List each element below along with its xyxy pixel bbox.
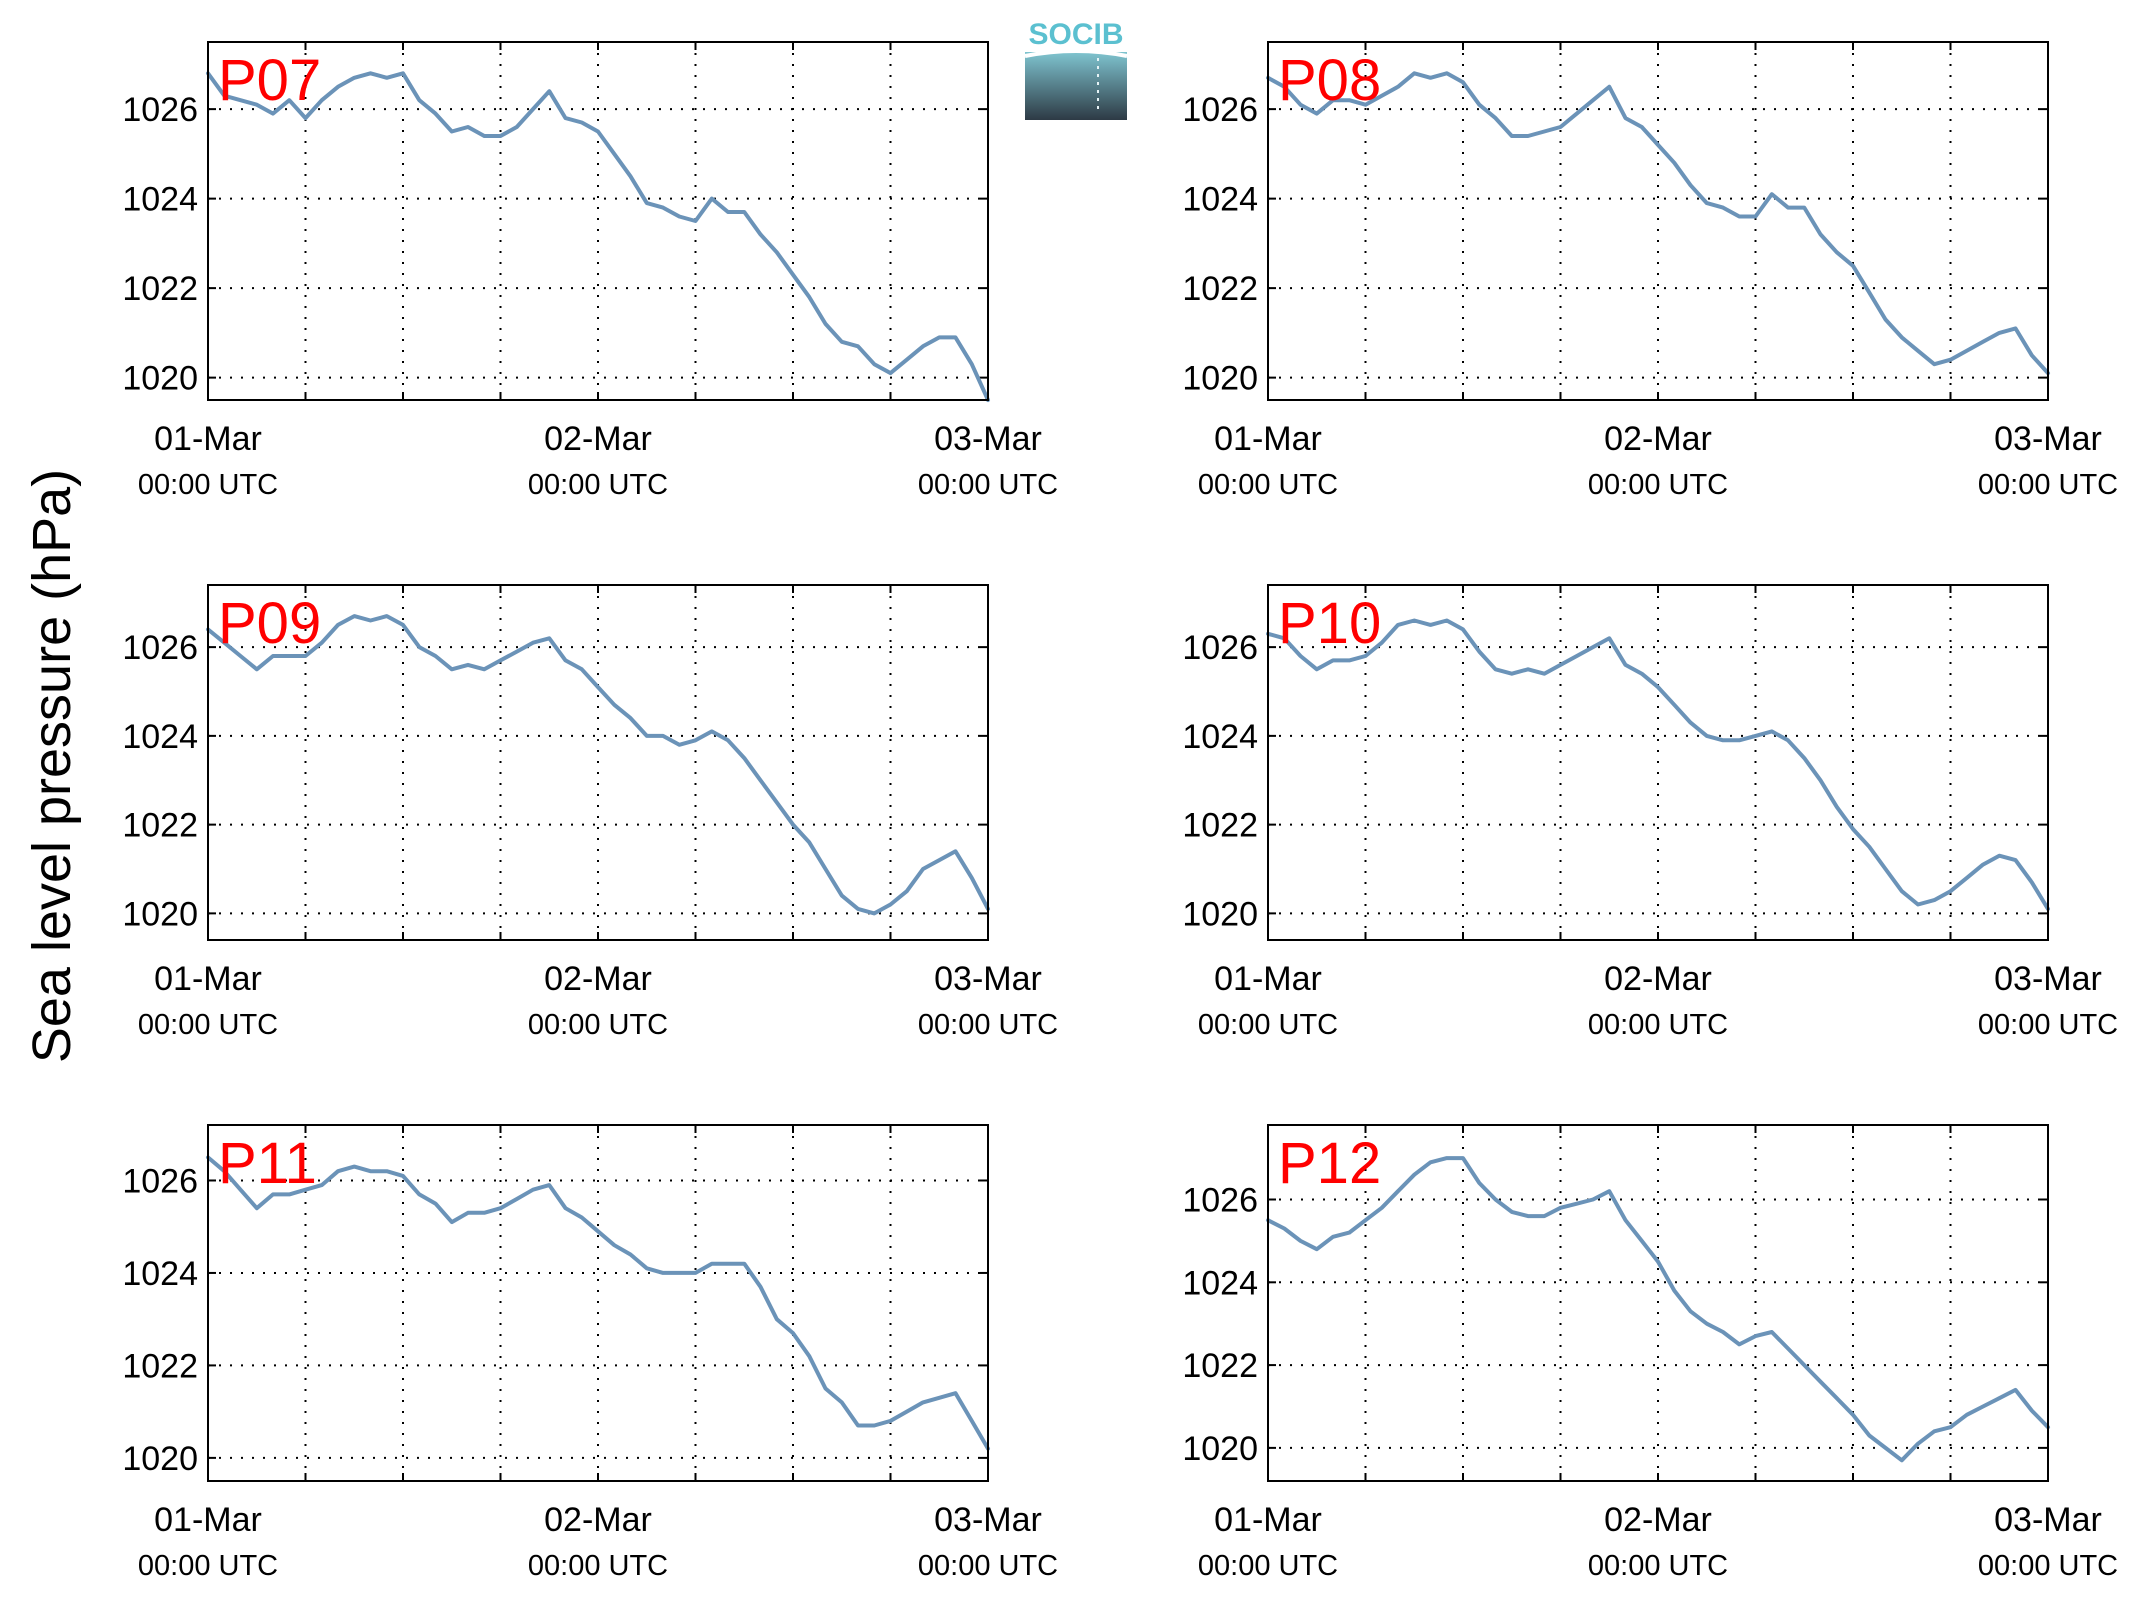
panel-p08: 1020 1022 1024 1026 01-Mar 00:00 UTC 02-Mar 00:… (1182, 41, 2118, 501)
y-tick-label: 1026 (122, 1162, 198, 1200)
socib-logo-wave (1024, 49, 1128, 58)
axes-frame (1267, 584, 2049, 941)
x-tick-label: 03-Mar (1994, 960, 2102, 998)
panel-p12: 1020 1022 1024 1026 01-Mar 00:00 UTC 02-Mar 00:… (1182, 1124, 2118, 1582)
y-tick-label: 1026 (122, 629, 198, 667)
y-tick-label: 1020 (1182, 1430, 1258, 1468)
y-tick-label: 1022 (1182, 1347, 1258, 1385)
y-axis-label: Sea level pressure (hPa) (22, 469, 82, 1063)
axes-frame (1267, 1124, 2049, 1482)
x-tick-sublabel: 00:00 UTC (1198, 469, 1338, 501)
series-line-p08 (1266, 71, 2050, 376)
y-tick-label: 1024 (1182, 718, 1258, 756)
x-tick-label: 02-Mar (1604, 420, 1712, 458)
x-tick-sublabel: 00:00 UTC (138, 1550, 278, 1582)
x-tick-label: 01-Mar (154, 960, 262, 998)
socib-logo: SOCIB (1024, 18, 1128, 120)
x-tick-sublabel: 00:00 UTC (1978, 469, 2118, 501)
x-tick-sublabel: 00:00 UTC (138, 1009, 278, 1041)
y-tick-label: 1020 (1182, 360, 1258, 398)
x-tick-sublabel: 00:00 UTC (528, 1009, 668, 1041)
x-tick-label: 01-Mar (154, 1501, 262, 1539)
x-tick-label: 02-Mar (544, 1501, 652, 1539)
x-tick-sublabel: 00:00 UTC (1198, 1550, 1338, 1582)
panel-label: P07 (218, 48, 321, 113)
x-tick-label: 03-Mar (934, 1501, 1042, 1539)
panels-container: 1020 1022 1024 1026 01-Mar 00:00 UTC 02-Mar 00:… (122, 41, 2118, 1582)
x-tick-label: 02-Mar (544, 420, 652, 458)
panel-label: P11 (218, 1131, 317, 1196)
axes-frame (207, 1124, 989, 1482)
y-tick-label: 1022 (1182, 270, 1258, 308)
x-tick-label: 03-Mar (934, 420, 1042, 458)
x-tick-sublabel: 00:00 UTC (1588, 469, 1728, 501)
series-line-p09 (206, 614, 990, 916)
y-tick-label: 1022 (122, 807, 198, 845)
y-tick-label: 1022 (122, 270, 198, 308)
y-tick-label: 1026 (1182, 1182, 1258, 1220)
x-tick-label: 01-Mar (1214, 420, 1322, 458)
x-tick-sublabel: 00:00 UTC (1978, 1550, 2118, 1582)
series-line-p10 (1266, 618, 2050, 911)
y-tick-label: 1020 (122, 1440, 198, 1478)
series-line-p11 (206, 1155, 990, 1451)
y-tick-label: 1024 (1182, 1264, 1258, 1302)
y-tick-label: 1020 (122, 360, 198, 398)
axes-frame (1267, 41, 2049, 401)
y-tick-label: 1024 (122, 1255, 198, 1293)
x-tick-sublabel: 00:00 UTC (1588, 1550, 1728, 1582)
panel-label: P08 (1278, 48, 1381, 113)
x-tick-label: 03-Mar (1994, 420, 2102, 458)
x-tick-label: 01-Mar (154, 420, 262, 458)
socib-logo-block (1025, 52, 1127, 120)
x-tick-sublabel: 00:00 UTC (1198, 1009, 1338, 1041)
series-line-p12 (1266, 1156, 2050, 1463)
panel-p09: 1020 1022 1024 1026 01-Mar 00:00 UTC 02-Mar 00:… (122, 584, 1058, 1041)
panel-label: P09 (218, 591, 321, 656)
x-tick-label: 03-Mar (1994, 1501, 2102, 1539)
panel-p07: 1020 1022 1024 1026 01-Mar 00:00 UTC 02-Mar 00:… (122, 41, 1058, 501)
x-tick-label: 02-Mar (1604, 960, 1712, 998)
x-tick-label: 03-Mar (934, 960, 1042, 998)
x-tick-sublabel: 00:00 UTC (918, 469, 1058, 501)
axes-frame (207, 41, 989, 401)
panel-p10: 1020 1022 1024 1026 01-Mar 00:00 UTC 02-Mar 00:… (1182, 584, 2118, 1041)
y-tick-label: 1024 (122, 181, 198, 219)
y-tick-label: 1022 (1182, 807, 1258, 845)
y-tick-label: 1020 (1182, 895, 1258, 933)
y-tick-label: 1026 (1182, 629, 1258, 667)
x-tick-sublabel: 00:00 UTC (1588, 1009, 1728, 1041)
y-tick-label: 1024 (1182, 181, 1258, 219)
series-line-p07 (206, 71, 990, 402)
x-tick-sublabel: 00:00 UTC (528, 469, 668, 501)
panel-label: P12 (1278, 1131, 1381, 1196)
y-tick-label: 1026 (122, 91, 198, 129)
y-tick-label: 1020 (122, 895, 198, 933)
x-tick-sublabel: 00:00 UTC (918, 1009, 1058, 1041)
x-tick-label: 01-Mar (1214, 960, 1322, 998)
x-tick-sublabel: 00:00 UTC (918, 1550, 1058, 1582)
axes-frame (207, 584, 989, 941)
y-tick-label: 1026 (1182, 91, 1258, 129)
x-tick-label: 02-Mar (1604, 1501, 1712, 1539)
y-tick-label: 1022 (122, 1347, 198, 1385)
x-tick-label: 01-Mar (1214, 1501, 1322, 1539)
panel-label: P10 (1278, 591, 1381, 656)
y-tick-label: 1024 (122, 718, 198, 756)
x-tick-sublabel: 00:00 UTC (138, 469, 278, 501)
socib-logo-text: SOCIB (1028, 18, 1123, 51)
x-tick-label: 02-Mar (544, 960, 652, 998)
x-tick-sublabel: 00:00 UTC (1978, 1009, 2118, 1041)
panel-p11: 1020 1022 1024 1026 01-Mar 00:00 UTC 02-Mar 00:… (122, 1124, 1058, 1582)
x-tick-sublabel: 00:00 UTC (528, 1550, 668, 1582)
